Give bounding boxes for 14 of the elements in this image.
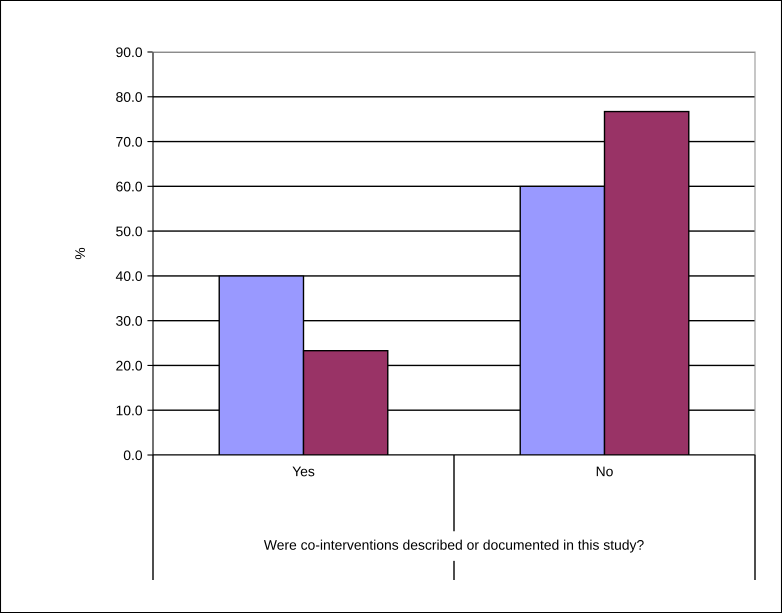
y-tick-label: 20.0 bbox=[116, 360, 142, 371]
y-axis-title: % bbox=[75, 248, 85, 260]
y-tick-label: 50.0 bbox=[116, 226, 142, 236]
x-tick-label: Yes bbox=[292, 466, 314, 476]
y-tick-label: 90.0 bbox=[116, 47, 142, 58]
y-tick-label: 10.0 bbox=[116, 406, 142, 416]
x-axis-title: Were co-interventions described or documented in this study? bbox=[264, 540, 644, 553]
y-tick-label: 80.0 bbox=[116, 92, 142, 102]
y-tick-label: 0.0 bbox=[124, 450, 142, 460]
y-tick-label: 70.0 bbox=[116, 136, 142, 147]
x-tick-label: No bbox=[596, 466, 613, 476]
y-tick-label: 40.0 bbox=[116, 271, 142, 282]
y-tick-label: 30.0 bbox=[116, 316, 142, 326]
y-tick-label: 60.0 bbox=[116, 182, 142, 192]
